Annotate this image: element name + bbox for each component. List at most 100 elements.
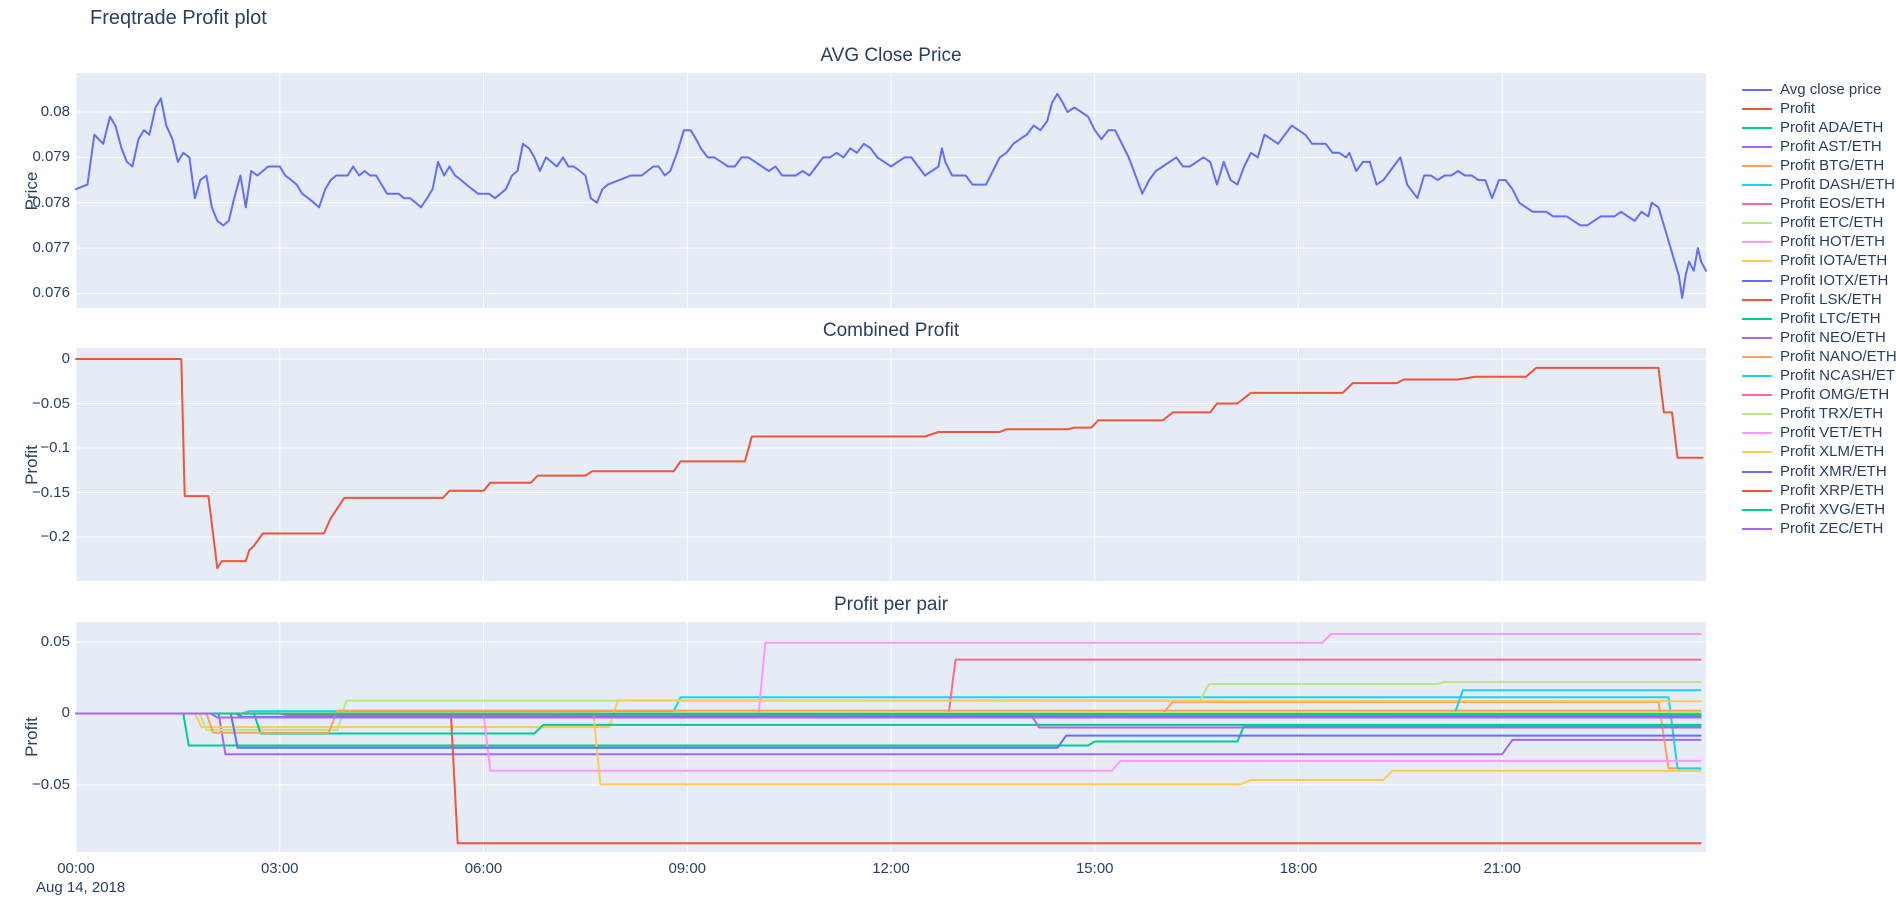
legend-item-label: Profit OMG/ETH (1780, 386, 1890, 404)
legend-item-profit[interactable]: Profit (1742, 100, 1815, 118)
x-tick-label: 09:00 (668, 860, 707, 877)
x-tick-label: 00:00 (57, 860, 95, 877)
legend-color-line (1742, 145, 1772, 148)
legend-item-label: Profit ZEC/ETH (1780, 519, 1884, 537)
legend-item-profit-xrp-eth[interactable]: Profit XRP/ETH (1742, 482, 1884, 500)
legend-item-label: Profit LTC/ETH (1780, 309, 1881, 327)
legend-item-label: Profit ADA/ETH (1780, 118, 1884, 136)
y-tick-label: 0 (61, 350, 70, 368)
legend-item-profit-dash-eth[interactable]: Profit DASH/ETH (1742, 176, 1895, 194)
legend-item-profit-eos-eth[interactable]: Profit EOS/ETH (1742, 195, 1885, 213)
legend-item-label: Profit NCASH/ETH (1780, 367, 1896, 384)
subplot-title-avg-close-price: AVG Close Price (820, 45, 962, 66)
legend-color-line (1742, 107, 1772, 110)
yaxis-title-profit-pairs: Profit (22, 717, 41, 757)
legend-item-profit-ast-eth[interactable]: Profit AST/ETH (1742, 138, 1882, 156)
trace-profit (75, 358, 1704, 570)
legend-item-label: Profit NANO/ETH (1780, 347, 1896, 365)
legend-item-profit-vet-eth[interactable]: Profit VET/ETH (1742, 424, 1883, 442)
page-title: Freqtrade Profit plot (90, 7, 267, 29)
legend-item-label: Profit VET/ETH (1780, 424, 1883, 442)
subplot-title-combined-profit: Combined Profit (822, 320, 960, 341)
y-tick-label: 0.078 (32, 193, 70, 211)
legend-item-profit-xlm-eth[interactable]: Profit XLM/ETH (1742, 443, 1884, 461)
legend-color-line (1742, 394, 1772, 397)
legend-color-line (1742, 527, 1772, 530)
legend-item-label: Profit XVG/ETH (1780, 500, 1886, 518)
legend-item-profit-hot-eth[interactable]: Profit HOT/ETH (1742, 233, 1885, 251)
legend-item-label: Profit TRX/ETH (1780, 405, 1884, 423)
legend-item-profit-xmr-eth[interactable]: Profit XMR/ETH (1742, 463, 1887, 481)
legend-color-line (1742, 451, 1772, 454)
legend-color-line (1742, 375, 1772, 377)
legend-color-line (1742, 355, 1772, 358)
legend-item-profit-ncash-eth[interactable]: Profit NCASH/ETH (1742, 367, 1896, 385)
y-tick-label: 0.079 (32, 148, 70, 166)
legend-item-profit-lsk-eth[interactable]: Profit LSK/ETH (1742, 291, 1882, 309)
legend-color-line (1742, 413, 1772, 416)
legend-item-avg-close-price[interactable]: Avg close price (1742, 81, 1881, 99)
subplot-title-profit-per-pair: Profit per pair (833, 594, 949, 615)
legend-item-label: Profit EOS/ETH (1780, 195, 1886, 213)
legend-color-line (1742, 336, 1772, 339)
legend-color-line (1742, 88, 1772, 91)
legend-item-label: Profit LSK/ETH (1780, 290, 1882, 308)
legend-item-label: Profit XLM/ETH (1780, 443, 1885, 461)
y-tick-label: 0.05 (40, 633, 70, 650)
legend-color-line (1742, 489, 1772, 492)
x-tick-label: 03:00 (260, 860, 299, 877)
legend-color-line (1742, 279, 1772, 282)
x-tick-label: 12:00 (872, 860, 910, 877)
legend-item-label: Avg close price (1780, 80, 1882, 98)
x-tick-label: 18:00 (1279, 860, 1318, 877)
y-tick-label: −0.15 (32, 483, 70, 501)
legend-color-line (1742, 241, 1772, 244)
legend-color-line (1742, 126, 1772, 129)
legend-item-profit-trx-eth[interactable]: Profit TRX/ETH (1742, 405, 1883, 423)
legend-item-label: Profit XRP/ETH (1780, 481, 1885, 499)
trace-profit-xlm-eth (75, 712, 1702, 786)
legend-color-line (1742, 260, 1772, 263)
legend-item-profit-zec-eth[interactable]: Profit ZEC/ETH (1742, 520, 1883, 538)
legend-item-profit-iota-eth[interactable]: Profit IOTA/ETH (1742, 252, 1887, 270)
legend-item-profit-ada-eth[interactable]: Profit ADA/ETH (1742, 119, 1883, 137)
y-tick-label: −0.05 (32, 775, 70, 793)
trace-profit-xvg-eth (75, 712, 1702, 716)
y-tick-label: −0.2 (40, 528, 70, 546)
legend-item-label: Profit HOT/ETH (1780, 233, 1886, 251)
legend-item-label: Profit IOTA/ETH (1780, 252, 1888, 270)
y-tick-label: 0.076 (32, 284, 70, 302)
legend-item-profit-nano-eth[interactable]: Profit NANO/ETH (1742, 348, 1896, 366)
legend-color-line (1742, 184, 1772, 186)
y-tick-label: 0.08 (40, 103, 70, 120)
legend-item-profit-iotx-eth[interactable]: Profit IOTX/ETH (1742, 272, 1888, 290)
y-tick-label: 0 (61, 704, 70, 722)
trace-avg-close-price (75, 92, 1707, 299)
legend-item-label: Profit AST/ETH (1780, 137, 1882, 155)
y-tick-label: 0.077 (32, 239, 70, 257)
legend-color-line (1742, 222, 1772, 225)
legend-color-line (1742, 508, 1772, 511)
legend-item-profit-neo-eth[interactable]: Profit NEO/ETH (1742, 329, 1886, 347)
y-tick-label: −0.1 (40, 439, 70, 457)
y-tick-label: −0.05 (32, 394, 70, 412)
legend-color-line (1742, 203, 1772, 206)
x-tick-label: 06:00 (464, 860, 503, 877)
x-tick-label: 21:00 (1483, 860, 1522, 877)
legend-item-profit-btg-eth[interactable]: Profit BTG/ETH (1742, 157, 1884, 175)
legend-color-line (1742, 164, 1772, 167)
legend-item-profit-xvg-eth[interactable]: Profit XVG/ETH (1742, 501, 1885, 519)
legend-item-label: Profit BTG/ETH (1780, 156, 1885, 174)
legend-color-line (1742, 432, 1772, 435)
legend-item-profit-etc-eth[interactable]: Profit ETC/ETH (1742, 214, 1883, 232)
legend-item-label: Profit (1780, 99, 1816, 117)
legend-color-line (1742, 470, 1772, 473)
legend-item-label: Profit XMR/ETH (1780, 462, 1887, 480)
xaxis-date-label: Aug 14, 2018 (36, 879, 126, 896)
legend-item-profit-ltc-eth[interactable]: Profit LTC/ETH (1742, 310, 1881, 328)
legend-item-label: Profit IOTX/ETH (1780, 271, 1889, 289)
legend-item-profit-omg-eth[interactable]: Profit OMG/ETH (1742, 386, 1889, 404)
legend-item-label: Profit NEO/ETH (1780, 328, 1886, 346)
